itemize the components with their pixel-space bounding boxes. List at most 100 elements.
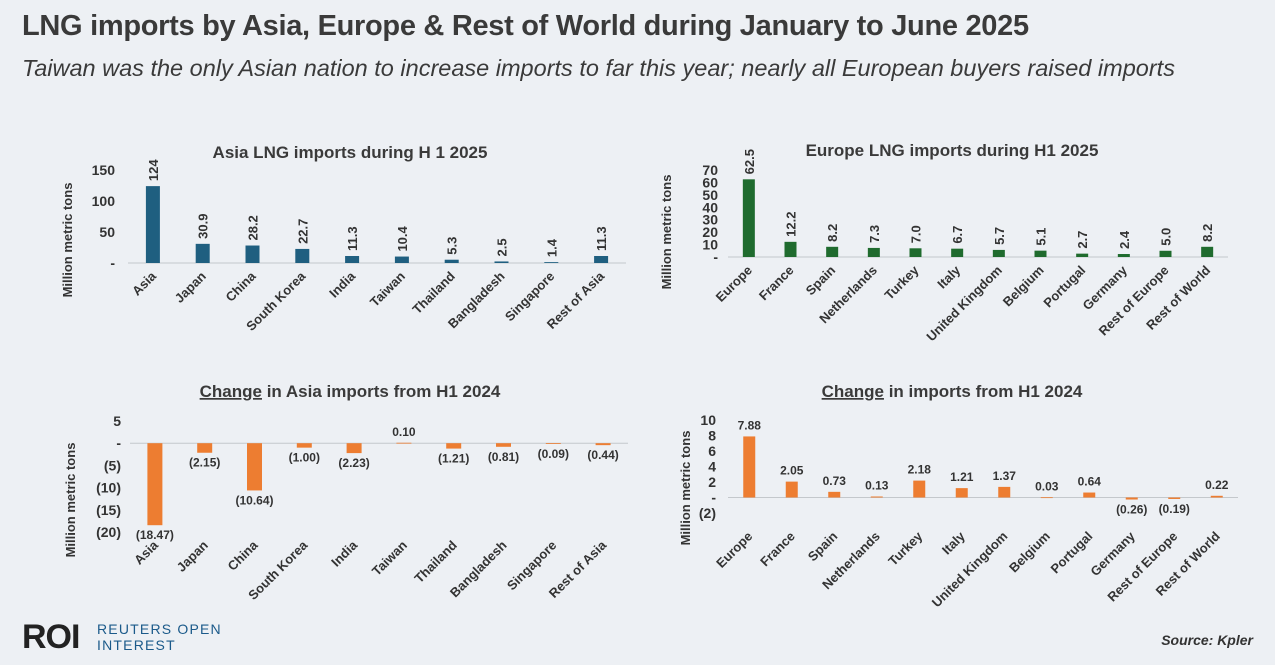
bar-portugal xyxy=(1076,253,1089,257)
chart-title: Europe LNG imports during H1 2025 xyxy=(806,141,1099,160)
y-tick-label: 50 xyxy=(99,224,115,240)
y-tick-label: (15) xyxy=(96,502,121,518)
bar-europe xyxy=(742,179,755,257)
y-tick-label: 20 xyxy=(702,224,718,240)
bar-singapore xyxy=(545,443,561,444)
logo-line1: REUTERS OPEN xyxy=(97,621,222,637)
data-label: 124 xyxy=(146,159,161,181)
bar-belgium xyxy=(1040,497,1053,499)
chart-title-underlined: Change xyxy=(822,382,884,401)
data-label: (0.81) xyxy=(488,450,519,464)
y-tick-label: 50 xyxy=(702,187,718,203)
bar-portugal xyxy=(1083,492,1096,498)
bar-thailand xyxy=(446,443,462,449)
bar-asia xyxy=(147,443,163,526)
bar-italy xyxy=(951,248,964,257)
bar-bangladesh xyxy=(494,261,509,263)
data-label: 2.18 xyxy=(908,463,932,477)
logo-mark: ROI xyxy=(22,618,80,656)
data-label: 7.3 xyxy=(867,225,882,243)
y-axis-label: Million metric tons xyxy=(60,183,75,298)
y-tick-label: - xyxy=(711,490,716,506)
bar-rest-of-world xyxy=(1201,246,1214,257)
data-label: 5.1 xyxy=(1034,228,1049,246)
bar-netherlands xyxy=(867,247,880,257)
bar-rest-of-asia xyxy=(594,255,609,263)
source-note: Source: Kpler xyxy=(1161,632,1253,648)
y-tick-label: 10 xyxy=(702,237,718,253)
data-label: (0.26) xyxy=(1116,503,1147,517)
bar-europe xyxy=(743,436,756,498)
chart-title-underlined: Change xyxy=(200,382,262,401)
bar-south-korea xyxy=(295,248,310,263)
y-tick-label: - xyxy=(713,249,718,265)
bar-rest-of-asia xyxy=(595,443,611,446)
bar-spain xyxy=(826,246,839,257)
category-label: Turkey xyxy=(885,528,926,569)
logo-text: REUTERS OPEN INTEREST xyxy=(97,621,222,653)
data-label: 2.4 xyxy=(1117,230,1132,249)
y-tick-label: 10 xyxy=(700,412,716,428)
chart-title-rest: in Asia imports from H1 2024 xyxy=(262,382,501,401)
y-tick-label: (5) xyxy=(104,457,121,473)
data-label: 7.88 xyxy=(738,418,762,432)
bar-france xyxy=(785,481,798,498)
data-label: 11.3 xyxy=(594,226,609,251)
bar-rest-of-world xyxy=(1210,495,1223,498)
logo-line2: INTEREST xyxy=(97,637,176,653)
bar-bangladesh xyxy=(496,443,511,447)
category-label: Italy xyxy=(939,528,969,558)
bar-taiwan xyxy=(394,256,409,263)
bar-south-korea xyxy=(296,443,312,448)
bar-thailand xyxy=(444,259,459,263)
data-label: (2.15) xyxy=(189,456,220,470)
data-label: 2.5 xyxy=(495,238,510,256)
bar-japan xyxy=(195,243,210,263)
chart-title: Asia LNG imports during H 1 2025 xyxy=(213,143,488,162)
bar-rest-of-europe xyxy=(1159,250,1172,257)
category-label: Europe xyxy=(713,529,755,571)
bar-turkey xyxy=(909,248,922,257)
data-label: 1.4 xyxy=(544,238,559,257)
bar-united-kingdom xyxy=(992,249,1005,257)
y-tick-label: 5 xyxy=(113,413,121,429)
bar-rest-of-europe xyxy=(1168,497,1181,499)
bar-germany xyxy=(1117,254,1130,257)
y-tick-label: 30 xyxy=(702,212,718,228)
data-label: 1.21 xyxy=(950,470,974,484)
y-tick-label: 4 xyxy=(708,459,716,475)
y-tick-label: 8 xyxy=(708,428,716,444)
data-label: (1.21) xyxy=(438,452,469,466)
data-label: 8.2 xyxy=(1200,224,1215,242)
data-label: (0.19) xyxy=(1159,502,1190,516)
y-tick-label: - xyxy=(110,255,115,271)
y-tick-label: - xyxy=(116,435,121,451)
bar-india xyxy=(346,443,362,454)
data-label: 8.2 xyxy=(825,224,840,242)
data-label: (0.09) xyxy=(538,447,569,461)
data-label: (18.47) xyxy=(136,528,174,542)
data-label: 62.5 xyxy=(742,149,757,174)
category-label: France xyxy=(757,529,798,570)
category-label: United Kingdom xyxy=(929,529,1011,611)
data-label: (0.44) xyxy=(587,448,618,462)
y-tick-label: 2 xyxy=(708,474,716,490)
chart-title: Change in imports from H1 2024 xyxy=(822,382,1083,401)
data-label: 0.22 xyxy=(1205,478,1229,492)
y-tick-label: 150 xyxy=(92,162,116,178)
bar-spain xyxy=(828,491,841,498)
data-label: (2.23) xyxy=(338,456,369,470)
main-title: LNG imports by Asia, Europe & Rest of Wo… xyxy=(22,10,1029,42)
y-axis-label: Million metric tons xyxy=(63,443,78,558)
data-label: 10.4 xyxy=(395,225,410,251)
data-label: 28.2 xyxy=(246,215,261,240)
subtitle: Taiwan was the only Asian nation to incr… xyxy=(22,55,1175,81)
bar-singapore xyxy=(544,262,559,263)
bar-turkey xyxy=(913,480,926,498)
data-label: 22.7 xyxy=(295,219,310,244)
category-label: Spain xyxy=(805,528,841,564)
bar-united-kingdom xyxy=(998,486,1011,498)
